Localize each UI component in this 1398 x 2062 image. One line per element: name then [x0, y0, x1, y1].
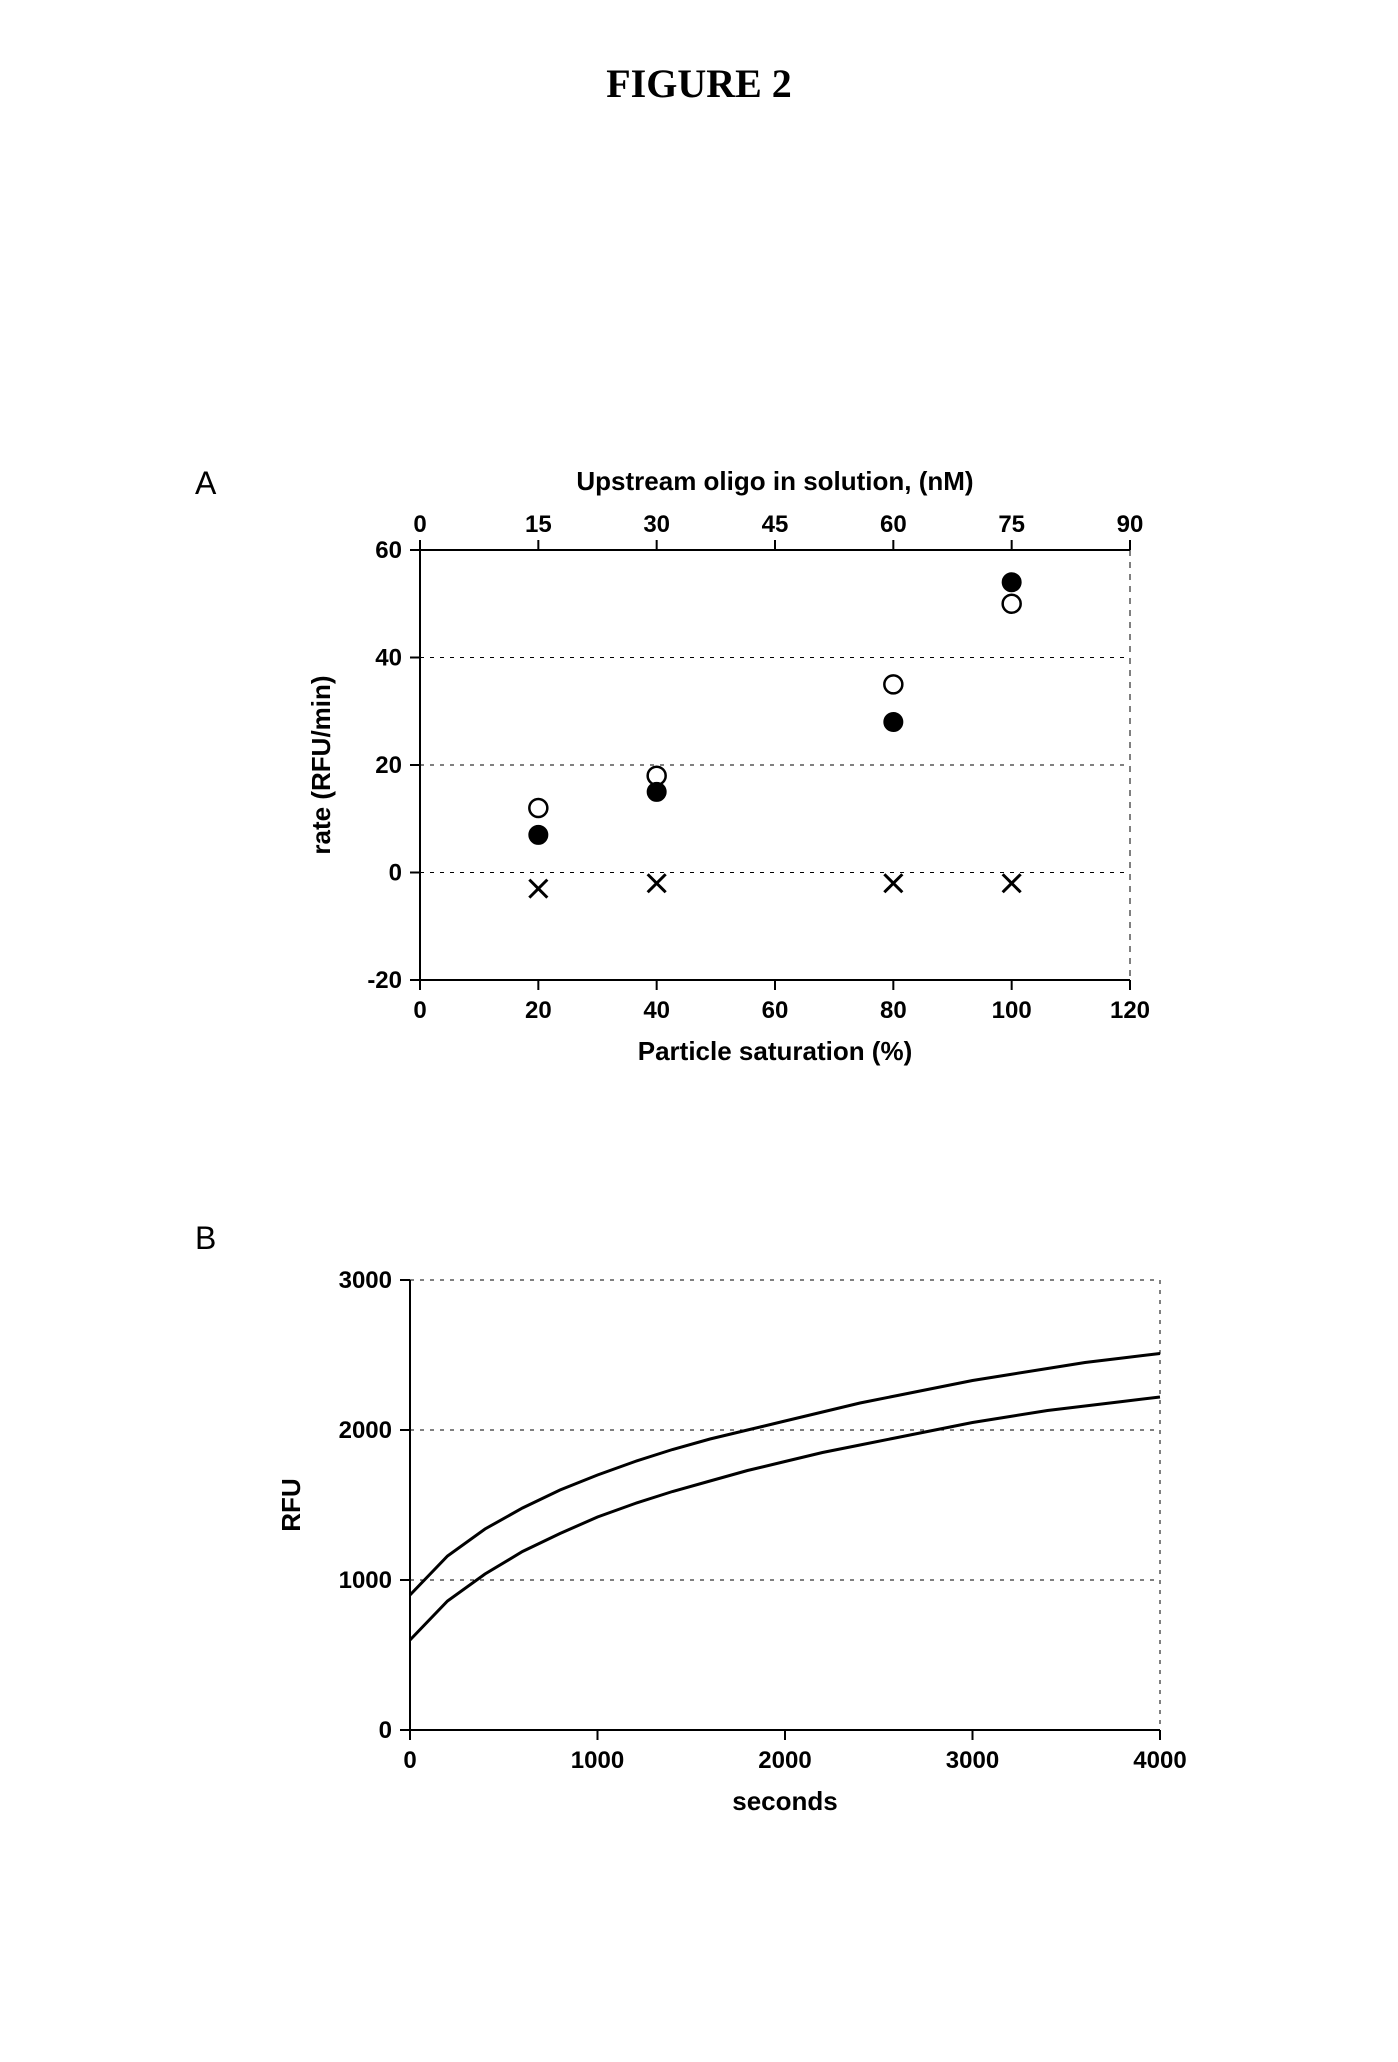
- svg-text:15: 15: [525, 511, 552, 538]
- page: FIGURE 2 A Upstream oligo in solution, (…: [0, 0, 1398, 2062]
- marker-open-circle: [1003, 595, 1021, 613]
- svg-text:0: 0: [413, 997, 426, 1024]
- marker-filled-circle: [884, 713, 902, 731]
- panel-a-bottom-axis-title: Particle saturation (%): [638, 1036, 913, 1066]
- svg-text:3000: 3000: [946, 1747, 999, 1774]
- svg-text:60: 60: [375, 537, 402, 564]
- line-series-upper: [410, 1354, 1160, 1596]
- panel-b-y-axis-title: RFU: [276, 1478, 306, 1531]
- panel-b-label: B: [195, 1220, 216, 1257]
- svg-text:2000: 2000: [339, 1417, 392, 1444]
- svg-text:40: 40: [643, 997, 670, 1024]
- svg-text:-20: -20: [367, 967, 402, 994]
- panel-a-top-axis-title: Upstream oligo in solution, (nM): [576, 466, 973, 496]
- svg-text:3000: 3000: [339, 1267, 392, 1294]
- svg-text:0: 0: [413, 511, 426, 538]
- svg-text:20: 20: [525, 997, 552, 1024]
- svg-text:0: 0: [403, 1747, 416, 1774]
- svg-text:45: 45: [762, 511, 789, 538]
- svg-text:100: 100: [992, 997, 1032, 1024]
- svg-text:0: 0: [389, 860, 402, 887]
- svg-text:40: 40: [375, 645, 402, 672]
- marker-filled-circle: [648, 783, 666, 801]
- marker-filled-circle: [1003, 573, 1021, 591]
- marker-open-circle: [884, 675, 902, 693]
- svg-text:60: 60: [762, 997, 789, 1024]
- panel-b-chart: 0 1000 2000 3000 4000 0 1000 2000 3000 RFU seconds: [240, 1230, 1200, 1870]
- svg-text:80: 80: [880, 997, 907, 1024]
- svg-text:0: 0: [379, 1717, 392, 1744]
- svg-text:4000: 4000: [1133, 1747, 1186, 1774]
- svg-text:1000: 1000: [571, 1747, 624, 1774]
- panel-b-x-axis-title: seconds: [732, 1786, 838, 1816]
- svg-text:20: 20: [375, 752, 402, 779]
- figure-title: FIGURE 2: [0, 60, 1398, 107]
- panel-a-chart: Upstream oligo in solution, (nM) 0 20 40 60 8…: [270, 460, 1170, 1100]
- svg-text:90: 90: [1117, 511, 1144, 538]
- svg-text:120: 120: [1110, 997, 1150, 1024]
- panel-a-label: A: [195, 465, 216, 502]
- svg-text:2000: 2000: [758, 1747, 811, 1774]
- marker-open-circle: [529, 799, 547, 817]
- line-series-lower: [410, 1397, 1160, 1640]
- svg-text:30: 30: [643, 511, 670, 538]
- svg-text:60: 60: [880, 511, 907, 538]
- marker-filled-circle: [529, 826, 547, 844]
- svg-text:75: 75: [998, 511, 1025, 538]
- panel-a-y-axis-title: rate (RFU/min): [306, 675, 336, 854]
- svg-text:1000: 1000: [339, 1567, 392, 1594]
